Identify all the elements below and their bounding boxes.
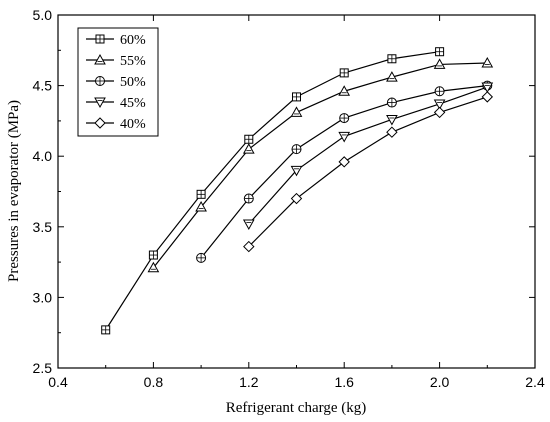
legend-marker (94, 53, 106, 65)
data-point (242, 143, 255, 154)
data-point (481, 56, 494, 68)
data-point (339, 68, 349, 78)
data-point (196, 252, 207, 263)
x-tick-label: 2.4 (525, 374, 545, 390)
legend-label: 45% (120, 96, 146, 111)
data-point (435, 47, 445, 57)
data-point (290, 106, 303, 117)
data-point (292, 92, 301, 102)
series-line-40pct (248, 96, 488, 247)
legend-marker (95, 76, 105, 86)
data-point (338, 156, 350, 168)
legend: 60% 55% 50% 45% 40% (77, 27, 159, 137)
series-line-60pct (105, 51, 440, 331)
data-point (290, 192, 303, 205)
data-point (338, 131, 351, 143)
data-point (386, 71, 398, 82)
data-point (433, 99, 446, 110)
series-markers (101, 47, 494, 335)
data-point (243, 193, 254, 204)
data-point (242, 219, 255, 231)
data-point (339, 113, 350, 124)
series-line-55pct (152, 62, 488, 269)
data-point (290, 165, 303, 177)
axis-ticks: 0.4 0.8 1.2 1.6 2.0 2.4 2.5 3.0 3.5 4.0 4.5 5.0 (33, 7, 545, 390)
legend-marker (94, 117, 106, 129)
data-point (434, 86, 445, 97)
x-tick-label: 1.6 (334, 374, 354, 390)
x-tick-label: 0.8 (144, 374, 164, 390)
series-line-45pct (248, 86, 488, 225)
data-point (243, 240, 255, 253)
data-point (338, 85, 351, 96)
y-tick-label: 4.0 (33, 148, 53, 164)
y-axis-label: Pressures in evaporator (MPa) (6, 100, 22, 282)
legend-label: 40% (120, 117, 146, 132)
x-tick-label: 0.4 (48, 374, 68, 390)
data-point (386, 97, 397, 108)
x-tick-label: 2.0 (430, 374, 450, 390)
data-point (386, 114, 398, 126)
data-point (386, 126, 398, 138)
legend-marker (95, 34, 105, 44)
x-tick-label: 1.2 (239, 374, 259, 390)
y-tick-label: 3.0 (33, 289, 53, 305)
x-axis-label: Refrigerant charge (kg) (226, 400, 367, 416)
data-point (101, 325, 111, 335)
y-tick-label: 2.5 (33, 360, 53, 376)
data-point (195, 201, 207, 212)
data-point (433, 106, 446, 119)
data-point (433, 58, 446, 69)
legend-marker (94, 97, 106, 109)
y-tick-label: 4.5 (33, 78, 53, 94)
y-tick-label: 3.5 (33, 219, 53, 235)
y-tick-label: 5.0 (33, 7, 53, 23)
legend-label: 55% (120, 54, 146, 69)
data-point (147, 261, 160, 273)
legend-label: 60% (120, 33, 146, 48)
data-point (148, 250, 158, 260)
data-point (387, 54, 397, 64)
legend-label: 50% (120, 75, 146, 90)
data-point (244, 134, 254, 144)
legend-box (77, 27, 159, 137)
data-point (481, 91, 494, 103)
data-point (481, 82, 494, 94)
data-point (196, 189, 206, 199)
data-point (291, 144, 302, 155)
